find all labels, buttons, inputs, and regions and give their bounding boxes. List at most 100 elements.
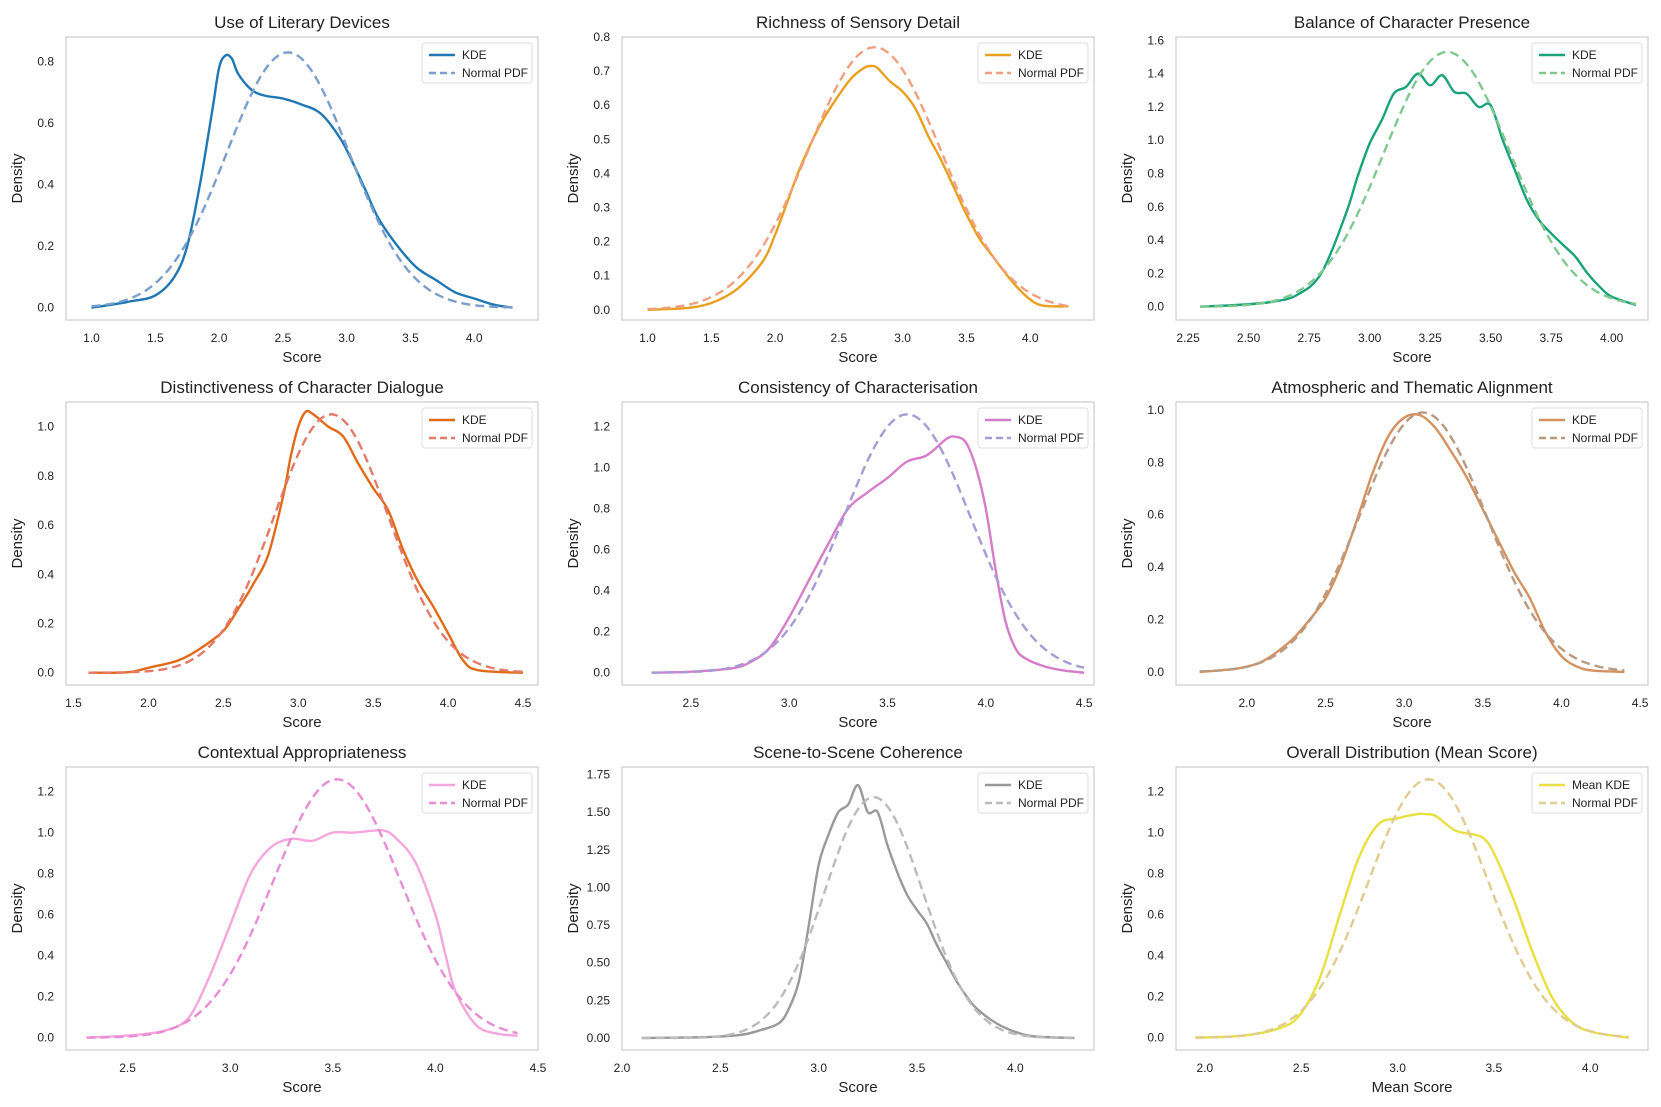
y-tick-label: 0.2	[1147, 990, 1164, 1004]
x-tick-label: 2.0	[140, 696, 157, 710]
legend-box	[1531, 772, 1643, 814]
x-tick-label: 1.0	[83, 331, 100, 345]
subplot-3: Balance of Character Presence 2.25 2.50 2.7…	[1119, 13, 1649, 366]
kde-line	[1200, 72, 1637, 308]
y-tick-label: 0.0	[1147, 1031, 1164, 1045]
y-tick-label: 0.2	[1147, 612, 1164, 626]
legend-box	[421, 407, 533, 449]
y-tick-label: 0.1	[593, 269, 610, 283]
y-tick-label: 0.25	[587, 993, 611, 1007]
y-tick-label: 0.2	[1147, 266, 1164, 280]
y-tick-label: 0.0	[593, 303, 610, 317]
x-axis-label: Score	[282, 1079, 321, 1096]
x-tick-label: 2.5	[1293, 1061, 1310, 1075]
subplot-title: Contextual Appropriateness	[198, 743, 407, 762]
x-tick-label: 4.0	[1582, 1061, 1599, 1075]
y-axis-label: Density	[1119, 153, 1136, 204]
subplot-2: Richness of Sensory Detail 1.0 1.5 2.0 2.5 3.…	[565, 13, 1095, 366]
legend-label: Normal PDF	[1018, 66, 1084, 80]
kde-line	[651, 435, 1085, 674]
y-axis-label: Density	[1119, 518, 1136, 569]
legend-label: KDE	[1572, 413, 1597, 427]
y-tick-label: 0.6	[37, 518, 54, 532]
subplot-title: Use of Literary Devices	[214, 13, 390, 32]
x-tick-label: 3.0	[810, 1061, 827, 1075]
y-tick-label: 0.8	[37, 55, 54, 69]
y-tick-label: 0.4	[593, 584, 610, 598]
y-tick-label: 1.2	[1147, 100, 1164, 114]
legend-label: KDE	[462, 413, 487, 427]
kde-line	[1199, 413, 1625, 674]
y-tick-label: 0.00	[587, 1031, 611, 1045]
legend-box	[977, 407, 1089, 449]
x-tick-label: 2.5	[831, 331, 848, 345]
subplot-title: Scene-to-Scene Coherence	[753, 743, 963, 762]
x-tick-label: 4.0	[1007, 1061, 1024, 1075]
subplot-7: Contextual Appropriateness 2.5 3.0 3.5 4.0 4.…	[9, 743, 547, 1096]
y-tick-label: 0.4	[37, 178, 54, 192]
normal-pdf-line	[1199, 411, 1625, 673]
y-tick-label: 1.75	[587, 768, 611, 782]
y-tick-label: 1.2	[37, 785, 54, 799]
legend-box	[1531, 407, 1643, 449]
axes-frame	[621, 401, 1095, 686]
legend-label: KDE	[1018, 48, 1043, 62]
y-tick-label: 0.2	[37, 239, 54, 253]
y-tick-label: 1.0	[1147, 826, 1164, 840]
y-tick-label: 0.0	[37, 1031, 54, 1045]
normal-pdf-line	[1200, 50, 1637, 308]
x-tick-label: 4.0	[1022, 331, 1039, 345]
y-tick-label: 0.8	[593, 30, 610, 44]
normal-pdf-line	[88, 413, 524, 674]
y-tick-label: 0.8	[593, 502, 610, 516]
y-tick-label: 0.7	[593, 64, 610, 78]
legend-label: Mean KDE	[1572, 778, 1630, 792]
y-tick-label: 0.4	[1147, 233, 1164, 247]
x-axis-label: Score	[282, 714, 321, 731]
legend-label: Normal PDF	[1572, 796, 1638, 810]
y-tick-label: 0.2	[593, 235, 610, 249]
y-tick-label: 0.8	[1147, 867, 1164, 881]
legend: KDE Normal PDF	[977, 407, 1089, 449]
legend-label: KDE	[1018, 413, 1043, 427]
normal-pdf-line	[1195, 778, 1629, 1039]
x-tick-label: 3.5	[1474, 696, 1491, 710]
x-axis-label: Score	[838, 349, 877, 366]
y-tick-label: 1.00	[587, 880, 611, 894]
subplot-5: Consistency of Characterisation 2.5 3.0 3.5…	[565, 378, 1095, 731]
subplot-title: Overall Distribution (Mean Score)	[1286, 743, 1537, 762]
legend-label: Normal PDF	[1572, 66, 1638, 80]
legend: KDE Normal PDF	[977, 42, 1089, 84]
legend: Mean KDE Normal PDF	[1531, 772, 1643, 814]
legend-box	[977, 772, 1089, 814]
x-tick-label: 2.5	[215, 696, 232, 710]
legend: KDE Normal PDF	[977, 772, 1089, 814]
x-tick-label: 3.5	[365, 696, 382, 710]
x-tick-label: 1.0	[639, 331, 656, 345]
subplot-title: Balance of Character Presence	[1294, 13, 1530, 32]
x-tick-label: 2.0	[614, 1061, 631, 1075]
axes-frame	[1175, 36, 1649, 321]
subplot-title: Richness of Sensory Detail	[756, 13, 960, 32]
x-tick-label: 1.5	[703, 331, 720, 345]
x-tick-label: 4.5	[1076, 696, 1093, 710]
legend-label: Normal PDF	[1018, 431, 1084, 445]
subplot-9: Overall Distribution (Mean Score) 2.0 2.5 3…	[1119, 743, 1649, 1096]
y-tick-label: 1.6	[1147, 33, 1164, 47]
axes-frame	[65, 36, 539, 321]
y-tick-label: 0.6	[37, 908, 54, 922]
legend-label: KDE	[462, 778, 487, 792]
legend: KDE Normal PDF	[421, 407, 533, 449]
x-tick-label: 4.0	[440, 696, 457, 710]
legend: KDE Normal PDF	[1531, 407, 1643, 449]
y-tick-label: 0.6	[1147, 908, 1164, 922]
y-tick-label: 0.8	[37, 469, 54, 483]
x-tick-label: 3.5	[324, 1061, 341, 1075]
legend: KDE Normal PDF	[1531, 42, 1643, 84]
subplot-title: Distinctiveness of Character Dialogue	[160, 378, 443, 397]
legend-label: Normal PDF	[462, 796, 528, 810]
x-tick-label: 2.0	[211, 331, 228, 345]
y-tick-label: 1.2	[593, 420, 610, 434]
kde-line	[88, 409, 524, 674]
x-tick-label: 4.5	[530, 1061, 547, 1075]
